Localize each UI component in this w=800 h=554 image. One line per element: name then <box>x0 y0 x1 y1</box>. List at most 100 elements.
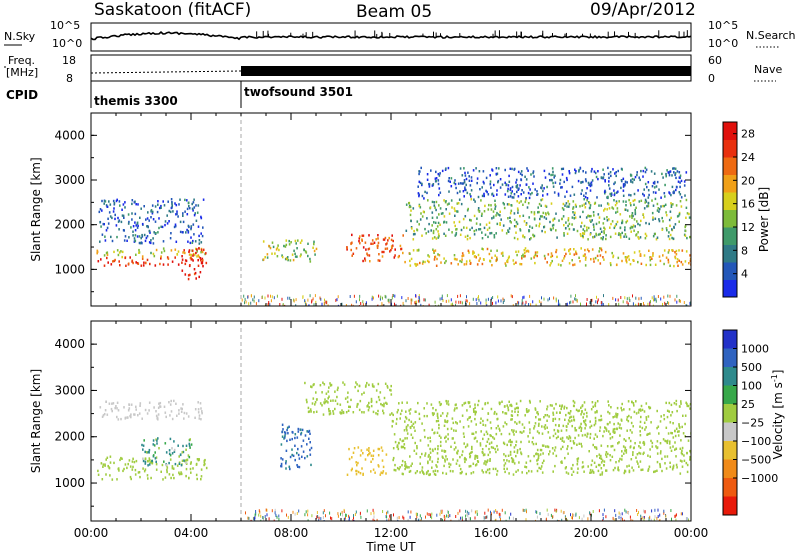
data-cell <box>173 450 176 453</box>
data-cell <box>543 425 546 429</box>
data-cell <box>578 170 580 173</box>
data-cell <box>102 414 105 417</box>
data-cell <box>146 412 149 415</box>
data-cell <box>436 470 439 473</box>
data-cell <box>157 203 159 206</box>
near-range-cell <box>547 298 549 302</box>
near-range-cell <box>316 515 318 519</box>
data-cell <box>539 215 542 218</box>
data-cell <box>540 186 542 189</box>
data-cell <box>554 423 557 427</box>
data-cell <box>289 438 291 441</box>
data-cell <box>356 405 358 408</box>
data-cell <box>477 399 480 403</box>
data-cell <box>328 407 330 411</box>
data-cell <box>507 406 509 409</box>
data-cell <box>644 232 647 236</box>
data-cell <box>563 440 565 443</box>
near-range-cell <box>651 509 653 513</box>
data-cell <box>141 222 144 226</box>
data-cell <box>109 474 111 477</box>
near-range-cell <box>386 511 387 515</box>
data-cell <box>610 222 612 226</box>
data-cell <box>469 228 471 231</box>
data-cell <box>592 223 595 226</box>
data-cell <box>362 259 364 263</box>
data-cell <box>473 251 475 254</box>
data-cell <box>480 417 482 420</box>
data-cell <box>504 470 506 474</box>
data-cell <box>638 451 640 455</box>
data-cell <box>458 198 461 201</box>
near-range-cell <box>401 296 403 300</box>
data-cell <box>316 398 318 401</box>
data-cell <box>311 385 313 389</box>
data-cell <box>611 436 614 439</box>
data-cell <box>597 170 599 173</box>
data-cell <box>561 439 564 442</box>
data-cell <box>457 182 460 185</box>
colorbar-tick-label: 25 <box>741 398 755 411</box>
data-cell <box>434 249 437 252</box>
near-range-cell <box>391 296 393 300</box>
data-cell <box>495 232 497 235</box>
data-cell <box>655 238 658 241</box>
data-cell <box>579 233 582 236</box>
data-cell <box>474 457 476 460</box>
data-cell <box>439 440 442 444</box>
near-range-cell <box>632 294 633 298</box>
near-range-cell <box>273 296 275 300</box>
colorbar-swatch <box>723 209 737 228</box>
near-range-cell <box>405 299 407 303</box>
data-cell <box>604 250 607 254</box>
data-cell <box>120 250 122 253</box>
data-cell <box>334 390 336 393</box>
data-cell <box>626 465 628 468</box>
data-cell <box>680 260 683 264</box>
near-range-cell <box>307 509 309 513</box>
data-cell <box>678 213 681 216</box>
data-cell <box>342 410 345 414</box>
data-cell <box>449 463 452 466</box>
data-cell <box>468 175 470 178</box>
data-cell <box>432 183 435 186</box>
data-cell <box>533 256 535 259</box>
data-cell <box>101 209 103 212</box>
data-cell <box>149 461 151 464</box>
near-range-cell <box>450 298 452 302</box>
near-range-cell <box>403 304 405 306</box>
data-cell <box>518 187 520 190</box>
data-cell <box>105 229 108 232</box>
data-cell <box>143 233 146 237</box>
data-cell <box>600 414 602 418</box>
data-cell <box>143 205 145 208</box>
data-cell <box>572 440 575 443</box>
data-cell <box>309 453 312 456</box>
data-cell <box>625 259 628 262</box>
data-cell <box>659 259 662 263</box>
data-cell <box>137 224 139 227</box>
data-cell <box>536 193 539 196</box>
near-range-cell <box>578 516 580 520</box>
near-range-cell <box>495 509 497 512</box>
data-cell <box>477 253 480 257</box>
data-cell <box>630 180 632 183</box>
data-cell <box>662 176 664 179</box>
data-cell <box>558 418 561 421</box>
data-cell <box>471 450 473 454</box>
data-cell <box>525 178 528 181</box>
data-cell <box>444 261 446 265</box>
near-range-cell <box>385 295 387 299</box>
data-cell <box>652 235 655 238</box>
data-cell <box>499 178 502 181</box>
colorbar-swatch <box>723 139 737 158</box>
data-cell <box>608 180 610 183</box>
data-cell <box>319 402 322 405</box>
data-cell <box>124 201 126 204</box>
data-cell <box>681 446 684 450</box>
data-cell <box>526 410 528 414</box>
data-cell <box>671 411 674 414</box>
data-cell <box>616 406 619 410</box>
data-cell <box>143 470 146 473</box>
colorbar-swatch <box>723 279 737 298</box>
